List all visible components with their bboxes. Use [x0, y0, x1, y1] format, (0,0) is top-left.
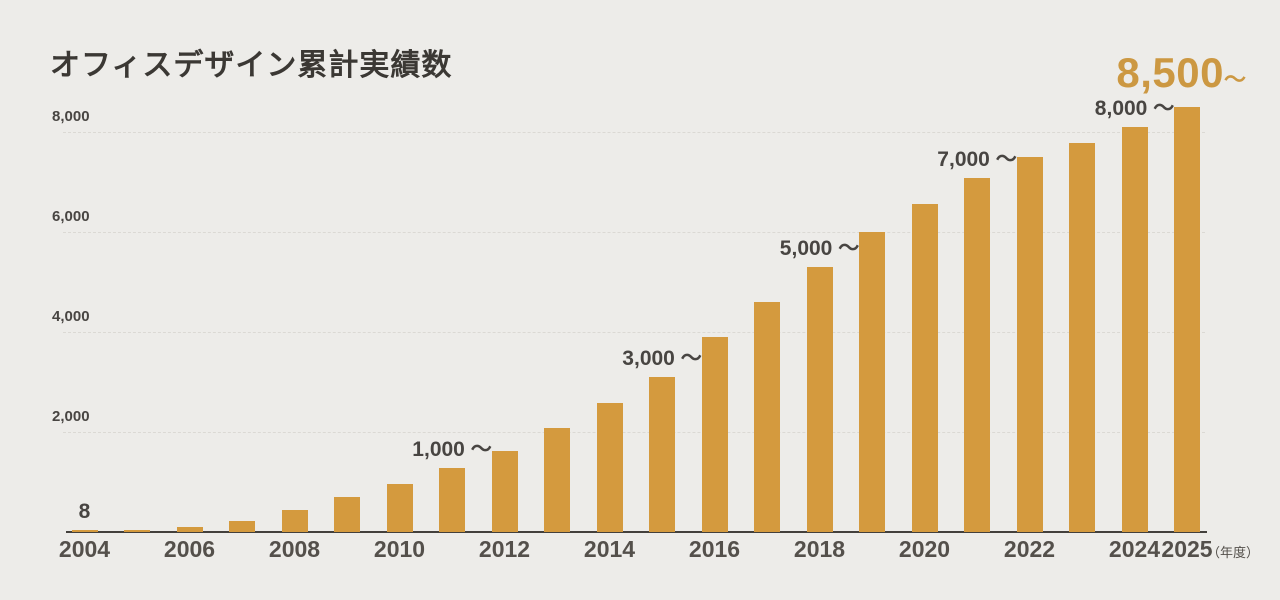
- y-axis-tick-label: 2,000: [52, 408, 90, 425]
- bar: [124, 530, 150, 532]
- x-axis-tick-label: 2004: [58, 536, 111, 562]
- y-axis-tick-label: 6,000: [52, 208, 90, 225]
- y-axis-tick-label: 8,000: [52, 108, 90, 125]
- bar-column: 2006: [164, 132, 215, 561]
- x-axis-tick-label: 2010: [373, 536, 426, 562]
- gridline: [63, 332, 1205, 333]
- y-axis-tick-label: 4,000: [52, 308, 90, 325]
- bar: [1121, 126, 1148, 532]
- bar-column: 2022: [1004, 132, 1055, 561]
- bar: [386, 483, 413, 532]
- gridline: [63, 232, 1205, 233]
- bar: [334, 497, 360, 532]
- bar-column: 2014: [584, 132, 635, 561]
- bar: [439, 468, 465, 532]
- bar: [1016, 157, 1043, 532]
- x-axis-tick-label: 2022: [1003, 536, 1056, 562]
- bar: [701, 337, 728, 532]
- gridline: [63, 432, 1205, 433]
- bar: [1174, 107, 1200, 532]
- bar-column: 1,000 ～: [412, 132, 492, 532]
- bar-column: 2012: [479, 132, 530, 561]
- headline-milestone: 8,500～: [1116, 52, 1246, 94]
- x-axis-tick-label: 2012: [478, 536, 531, 562]
- x-axis-tick-label: 2006: [163, 536, 216, 562]
- bar: [544, 428, 570, 532]
- bar: [911, 203, 938, 532]
- bar-column: 2016: [689, 132, 740, 561]
- x-axis-tick-label: 2025: [1161, 536, 1213, 562]
- bar-column: [1069, 132, 1095, 532]
- bar: [649, 377, 675, 532]
- bar-annotation: 3,000 ～: [622, 347, 702, 370]
- bar-column: 8,000 ～ 2024: [1095, 98, 1174, 561]
- bar-annotation: 8: [78, 500, 91, 523]
- bar-column: [544, 132, 570, 532]
- bar: [806, 267, 833, 532]
- bar: [176, 527, 203, 532]
- bar-annotation: 5,000 ～: [779, 237, 860, 260]
- x-axis-tick-label: 2024: [1108, 536, 1161, 562]
- bar-column: 7,000 ～: [937, 132, 1017, 532]
- x-axis-tick-label: 2020: [898, 536, 951, 562]
- bar: [281, 509, 308, 532]
- bar-column: 2010: [374, 132, 425, 561]
- bar-column: [859, 132, 885, 532]
- x-axis-line: [66, 531, 1207, 533]
- bar-column: [124, 132, 150, 532]
- plot-area: （年度） 8,000 6,000 4,000 2,000 8 2004 2006 2008 20…: [52, 98, 1259, 561]
- bar: [859, 232, 885, 532]
- x-axis-unit-label: （年度）: [1207, 545, 1260, 560]
- bar-column: [754, 132, 780, 532]
- x-axis-tick-label: 2014: [583, 536, 636, 562]
- bar-column: 2025: [1161, 107, 1213, 561]
- bar-annotation: 7,000 ～: [937, 148, 1017, 171]
- bar-column: 2020: [899, 132, 950, 561]
- bar: [596, 402, 623, 532]
- headline-value: 8,500: [1116, 49, 1224, 96]
- bar-column: [334, 132, 360, 532]
- bar: [71, 530, 98, 532]
- bar: [229, 520, 255, 532]
- x-axis-tick-label: 2018: [793, 536, 846, 562]
- page-title: オフィスデザイン累計実績数: [50, 49, 453, 82]
- bar: [964, 178, 990, 532]
- bar-column: 8 2004: [59, 132, 110, 561]
- x-axis-tick-label: 2008: [268, 536, 321, 562]
- bar-annotation: 1,000 ～: [412, 438, 492, 461]
- bar-column: 5,000 ～ 2018: [780, 132, 859, 561]
- gridline: [63, 132, 1205, 133]
- bar: [754, 302, 780, 532]
- x-axis-tick-label: 2016: [688, 536, 741, 562]
- bar-annotation: 8,000 ～: [1094, 96, 1175, 120]
- bar-column: [229, 132, 255, 532]
- bar: [491, 450, 518, 532]
- bar: [1069, 143, 1095, 532]
- bar-column: 3,000 ～: [622, 132, 702, 532]
- bar-column: 2008: [269, 132, 320, 561]
- headline-tilde: ～: [1223, 67, 1246, 92]
